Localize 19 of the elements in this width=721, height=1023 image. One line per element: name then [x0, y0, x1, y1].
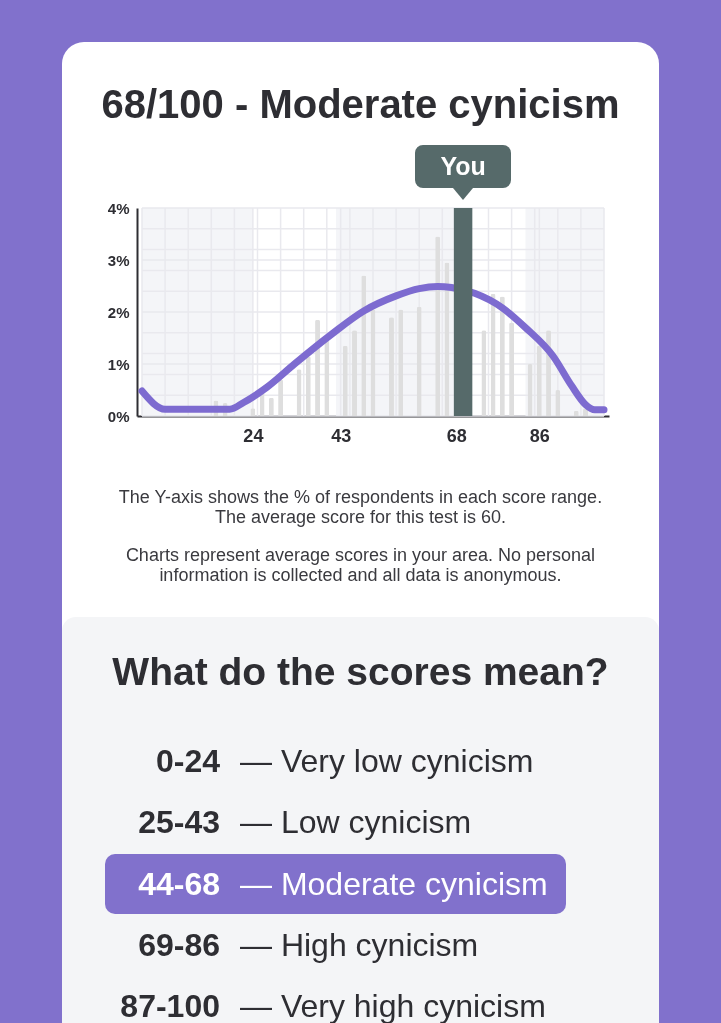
text: 25-43 — Low cynicism [137, 804, 472, 841]
text: 0-24 — Very low cynicism [154, 743, 534, 779]
y-tick-label: 3% [107, 251, 130, 269]
y-tick-label: 0% [107, 407, 130, 425]
y-tick-label: 2% [107, 303, 130, 321]
text: 87-100 — Very high cynicism [119, 988, 546, 1023]
text: What do the scores mean? [111, 649, 610, 695]
x-tick-label: 43 [331, 425, 352, 446]
text: The Y-axis shows the % of respondents in each score range. The average score for this test is 60. [117, 487, 604, 527]
band-label: You [440, 152, 486, 180]
text: 69-86 — High cynicism [137, 926, 479, 963]
text: 44-68 — Moderate cynicism [137, 865, 548, 902]
y-tick-label: 4% [107, 199, 130, 217]
x-tick-label: 24 [243, 425, 264, 446]
text: Charts represent average scores in your area. No personal information is collected and all data is anonymous. [124, 545, 597, 585]
x-tick-label: 68 [446, 425, 467, 446]
x-tick-label: 86 [529, 425, 550, 446]
chart-title: 68/100 - Moderate cynicism [100, 81, 621, 128]
y-tick-label: 1% [107, 355, 130, 373]
